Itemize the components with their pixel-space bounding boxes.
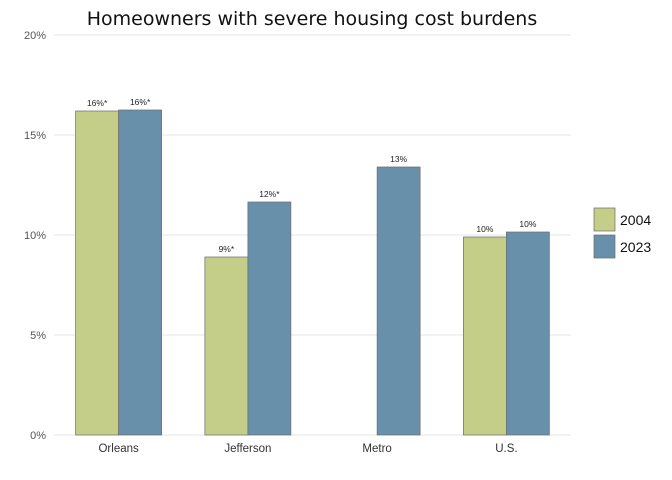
x-category-label: Orleans xyxy=(98,443,139,455)
x-axis-categories: Orleans Jefferson Metro U.S. xyxy=(98,443,517,455)
data-labels: 16%* 16%* 9%* 12%* 13% 10% 10% xyxy=(87,97,537,254)
data-label: 9%* xyxy=(219,244,235,254)
legend-swatch-2023 xyxy=(593,234,616,259)
bar-2023-metro xyxy=(376,166,421,436)
y-tick-label: 5% xyxy=(30,330,46,342)
legend: 2004 2023 xyxy=(593,207,651,259)
bar-2004-orleans xyxy=(75,110,119,436)
data-label: 13% xyxy=(390,154,407,164)
x-category-label: Metro xyxy=(362,443,391,455)
data-label: 10% xyxy=(476,224,493,234)
x-category-label: U.S. xyxy=(495,443,517,455)
legend-swatch-2004 xyxy=(593,207,616,232)
legend-label-2004: 2004 xyxy=(620,212,651,228)
y-tick-label: 20% xyxy=(24,30,46,42)
y-tick-label: 10% xyxy=(24,230,46,242)
legend-label-2023: 2023 xyxy=(620,239,651,255)
bar-2023-jefferson xyxy=(247,201,292,436)
y-tick-label: 15% xyxy=(24,130,46,142)
data-label: 10% xyxy=(519,219,536,229)
y-tick-label: 0% xyxy=(30,430,46,442)
data-label: 16%* xyxy=(87,98,108,108)
bar-2004-u-s xyxy=(463,236,507,436)
bar-2023-orleans xyxy=(118,109,162,436)
bar-2004-jefferson xyxy=(204,256,249,436)
chart-title: Homeowners with severe housing cost burd… xyxy=(87,8,538,30)
bars xyxy=(75,109,550,436)
data-label: 12%* xyxy=(259,189,280,199)
y-axis-ticks: 0% 5% 10% 15% 20% xyxy=(24,30,46,442)
bar-2023-u-s xyxy=(506,231,550,436)
x-category-label: Jefferson xyxy=(224,443,271,455)
data-label: 16%* xyxy=(130,97,151,107)
